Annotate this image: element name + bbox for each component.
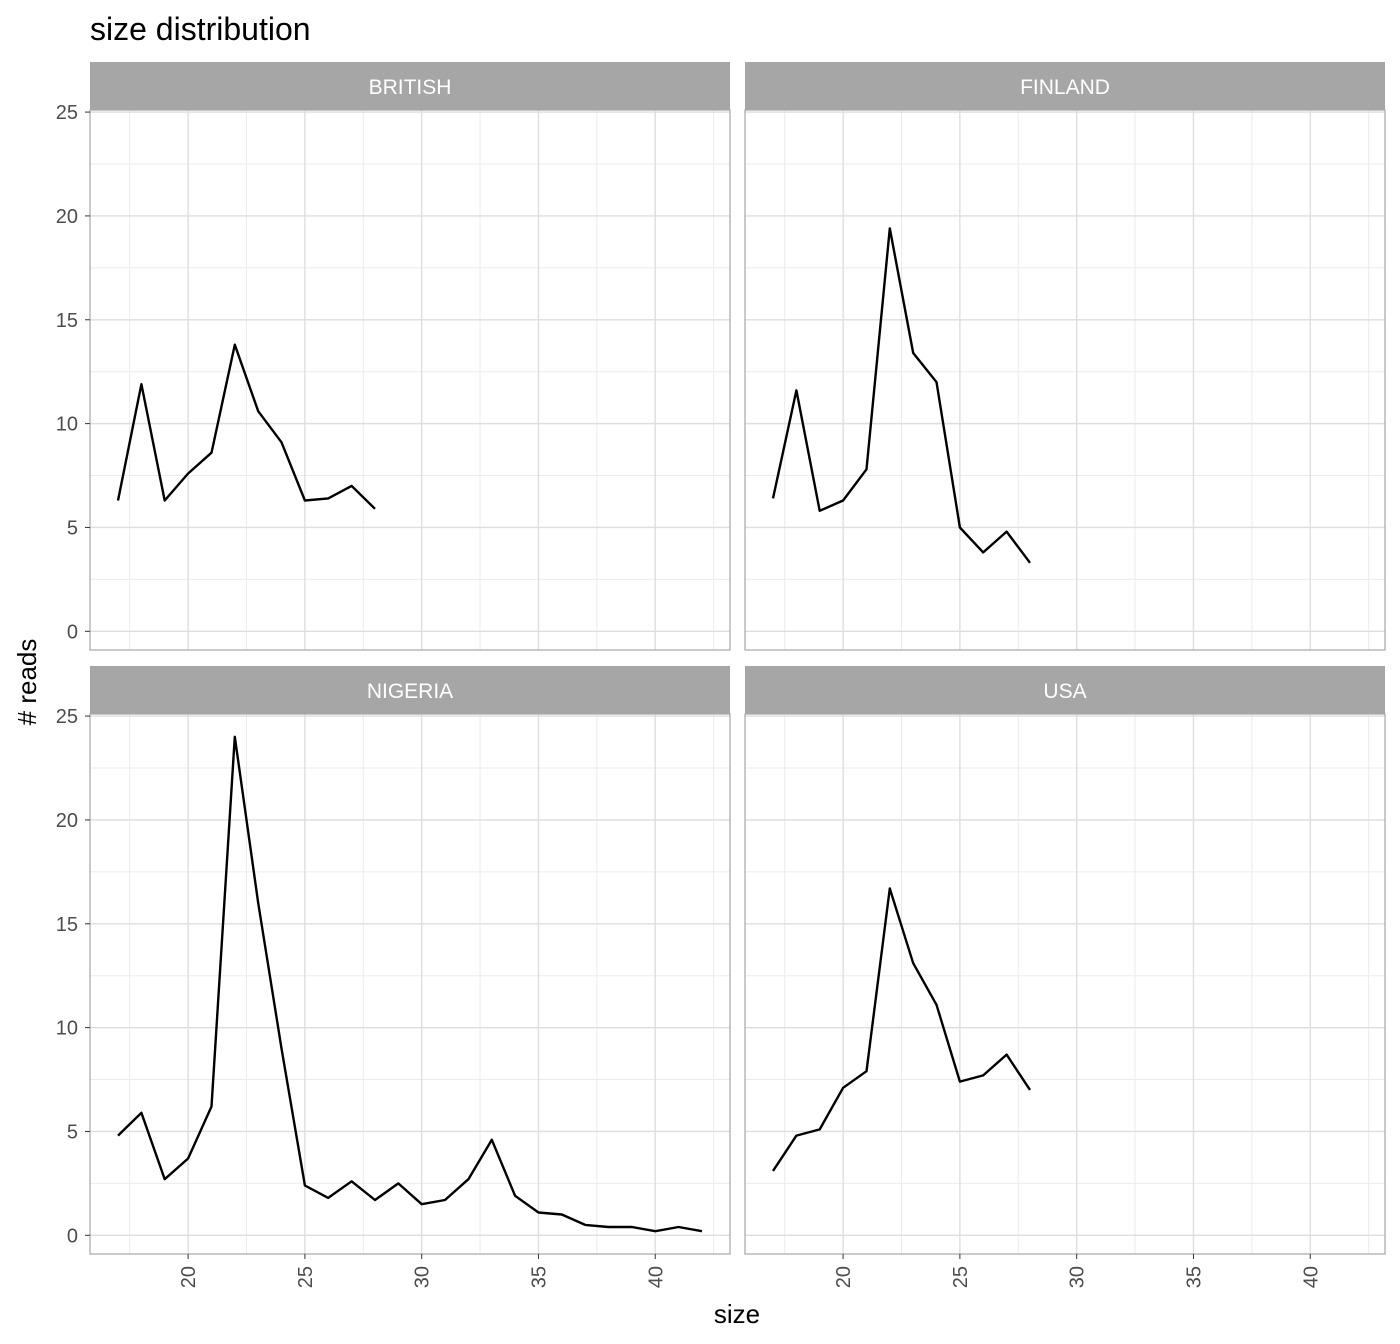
facet-strip-label-finland: FINLAND xyxy=(1020,76,1110,99)
x-tick-label: 20 xyxy=(833,1266,855,1288)
y-tick-label: 0 xyxy=(67,1225,78,1247)
facet-strip-label-british: BRITISH xyxy=(369,76,452,99)
series-line-nigeria xyxy=(117,735,703,1233)
panel-background-british xyxy=(90,110,730,650)
x-tick-label: 40 xyxy=(1300,1266,1322,1288)
y-tick-label: 20 xyxy=(56,810,78,832)
x-axis-title: size xyxy=(714,1299,760,1329)
panel-background-nigeria xyxy=(90,714,730,1254)
facet-strip-british xyxy=(90,62,730,110)
y-tick-label: 5 xyxy=(67,1121,78,1143)
facet-strip-usa xyxy=(745,666,1385,714)
y-tick-label: 5 xyxy=(67,517,78,539)
y-tick-label: 10 xyxy=(56,414,78,436)
x-tick-label: 40 xyxy=(645,1266,667,1288)
x-tick-label: 30 xyxy=(412,1266,434,1288)
panel-background-usa xyxy=(745,714,1385,1254)
x-tick-label: 25 xyxy=(295,1266,317,1288)
y-tick-label: 20 xyxy=(56,206,78,228)
chart-title: size distribution xyxy=(90,11,311,47)
panel-background-finland xyxy=(745,110,1385,650)
y-tick-label: 15 xyxy=(56,914,78,936)
y-tick-label: 0 xyxy=(67,621,78,643)
y-axis-title: # reads xyxy=(12,639,42,726)
series-line-usa xyxy=(771,887,1032,1172)
y-tick-label: 10 xyxy=(56,1018,78,1040)
x-tick-label: 25 xyxy=(950,1266,972,1288)
facet-strip-label-usa: USA xyxy=(1043,680,1086,703)
facet-strip-label-nigeria: NIGERIA xyxy=(367,680,453,703)
x-tick-label: 30 xyxy=(1067,1266,1089,1288)
x-tick-label: 20 xyxy=(178,1266,200,1288)
series-line-finland xyxy=(771,227,1031,564)
y-tick-label: 15 xyxy=(56,310,78,332)
x-tick-label: 35 xyxy=(1183,1266,1205,1288)
facet-strip-finland xyxy=(745,62,1385,110)
y-tick-label: 25 xyxy=(56,706,78,728)
series-line-british xyxy=(116,343,376,510)
x-tick-label: 35 xyxy=(528,1266,550,1288)
facet-strip-nigeria xyxy=(90,666,730,714)
y-tick-label: 25 xyxy=(56,102,78,124)
